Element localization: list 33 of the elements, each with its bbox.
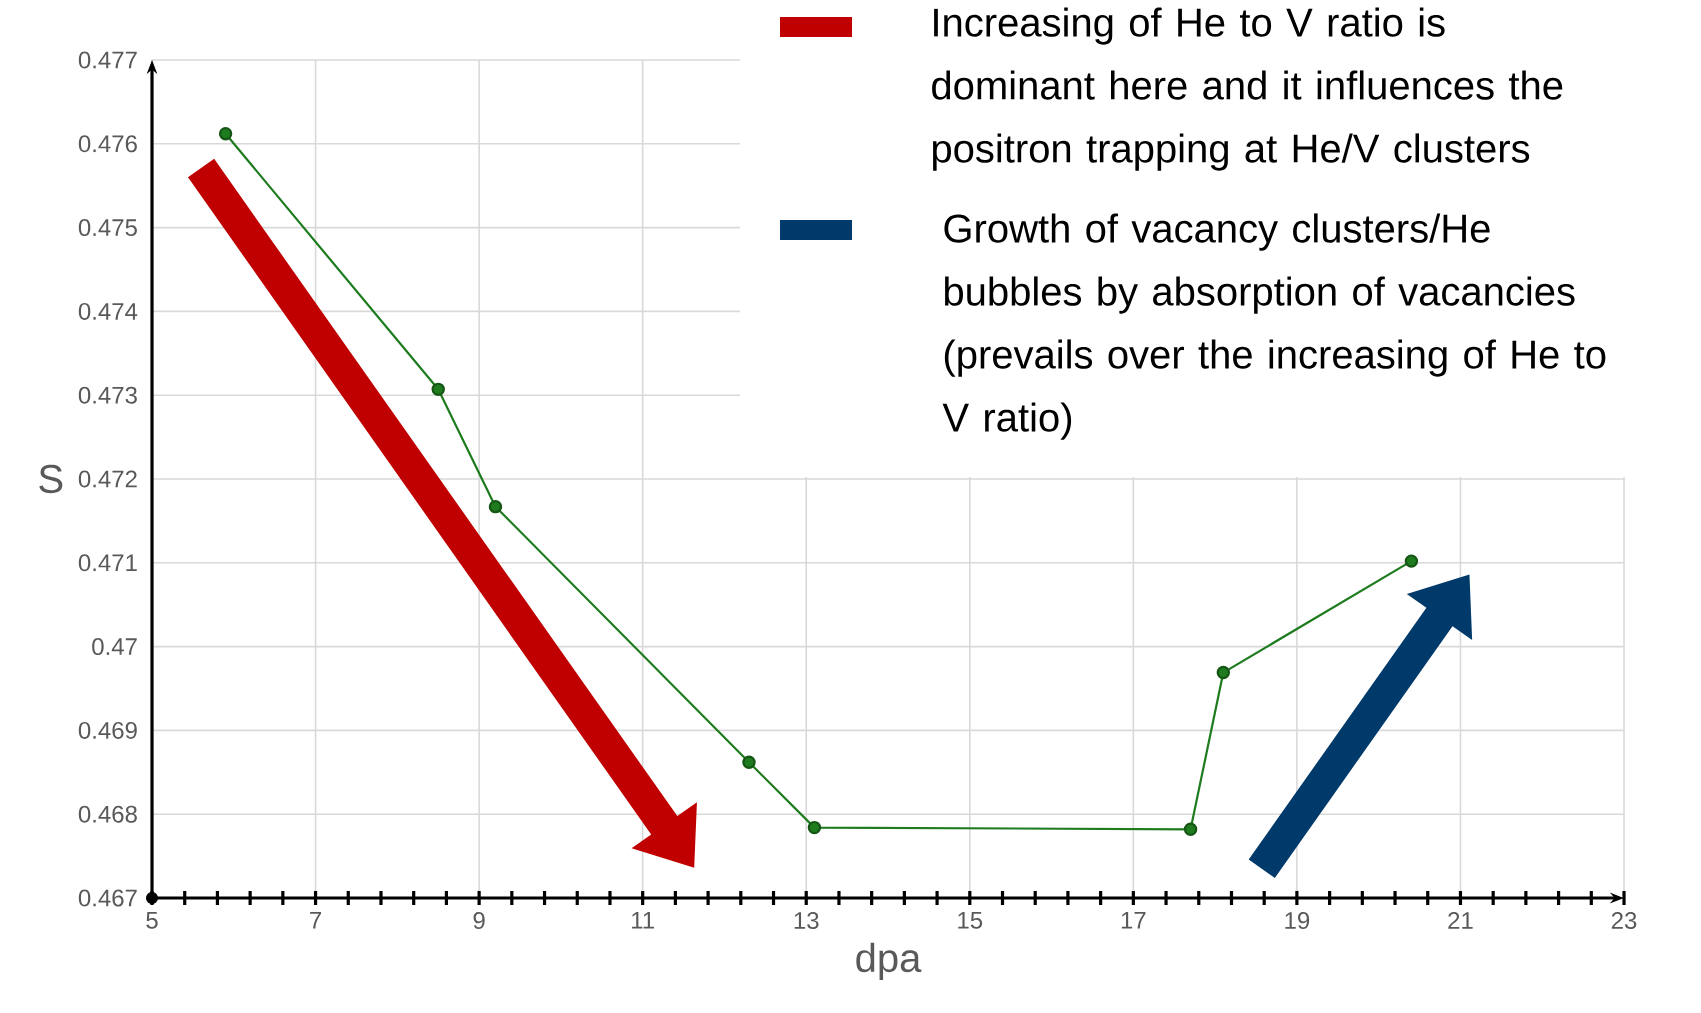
x-tick-label: 15	[958, 912, 983, 929]
y-tick-label: 0.472	[78, 470, 137, 488]
y-tick-label: 0.47	[92, 638, 137, 656]
annotation: Growth of vacancy clusters/He bubbles by absorption of vacancies (prevails over the increasing of He to V ratio)	[942, 213, 1606, 440]
x-tick-label: 21	[1448, 912, 1473, 929]
y-tick-label: 0.471	[78, 554, 137, 572]
x-axis-title: dpa	[856, 942, 922, 981]
point	[218, 127, 233, 141]
x-tick-label: 19	[1285, 912, 1310, 930]
annotation: Increasing of He to V ratio is dominant here and it influences the positron trapping at He/V clusters	[932, 7, 1563, 171]
x-tick-label: 9	[473, 912, 485, 930]
point	[1404, 554, 1419, 568]
y-tick-label: 0.476	[78, 135, 137, 153]
point	[807, 820, 822, 835]
y-tick-label: 0.473	[78, 386, 137, 404]
y-tick-label: 0.477	[78, 51, 137, 69]
x-tick-label: 23	[1611, 912, 1637, 930]
point	[742, 755, 756, 769]
point	[1183, 822, 1198, 836]
y-tick-label: 0.475	[78, 219, 137, 237]
x-tick-label: 13	[794, 912, 819, 930]
x-tick-label: 7	[310, 912, 322, 929]
x-tick-label: 5	[146, 912, 158, 929]
point	[431, 382, 445, 397]
point	[488, 499, 503, 514]
x-tick-label: 11	[632, 912, 654, 929]
point	[1216, 665, 1230, 680]
x-tick-label: 17	[1121, 912, 1146, 929]
y-tick-label: 0.469	[78, 721, 137, 739]
y-tick-label: 0.474	[78, 302, 138, 320]
y-tick-label: 0.467	[78, 889, 137, 907]
y-axis-title: S	[39, 464, 63, 494]
y-tick-label: 0.468	[78, 805, 137, 823]
